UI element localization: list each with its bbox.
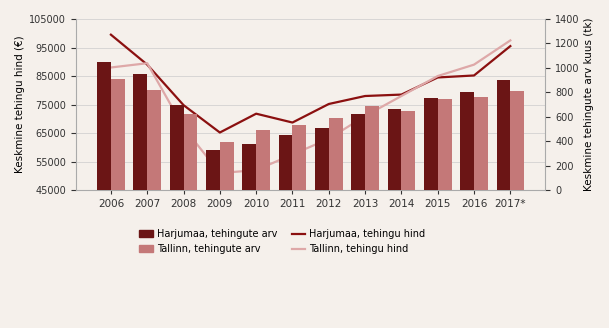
Bar [401,111,415,190]
Bar [279,134,292,190]
Tallinn, tehingu hind [470,63,477,67]
Bar [183,114,197,190]
Bar [438,99,451,190]
Harjumaa, tehingu hind [289,121,296,125]
Tallinn, tehingu hind [253,168,260,172]
Tallinn, tehingu hind [398,94,405,98]
Bar [365,106,379,190]
Tallinn, tehingu hind [325,137,333,141]
Bar [206,150,220,190]
Y-axis label: Keskmine tehingu hind (€): Keskmine tehingu hind (€) [15,36,25,174]
Line: Tallinn, tehingu hind: Tallinn, tehingu hind [111,40,510,173]
Harjumaa, tehingu hind [253,112,260,116]
Bar [460,92,474,190]
Bar [147,90,161,190]
Tallinn, tehingu hind [361,114,368,118]
Harjumaa, tehingu hind [107,33,114,37]
Tallinn, tehingu hind [180,125,187,129]
Harjumaa, tehingu hind [507,44,514,48]
Bar [220,142,234,190]
Bar [242,144,256,190]
Line: Harjumaa, tehingu hind: Harjumaa, tehingu hind [111,35,510,133]
Tallinn, tehingu hind [107,66,114,70]
Bar [474,97,488,190]
Harjumaa, tehingu hind [325,102,333,106]
Bar [329,118,343,190]
Tallinn, tehingu hind [144,61,151,65]
Tallinn, tehingu hind [289,153,296,156]
Bar [133,74,147,190]
Bar [387,110,401,190]
Tallinn, tehingu hind [507,38,514,42]
Harjumaa, tehingu hind [434,75,442,79]
Bar [424,98,438,190]
Tallinn, tehingu hind [434,74,442,78]
Harjumaa, tehingu hind [470,73,477,77]
Bar [111,79,125,190]
Bar [292,125,306,190]
Bar [97,62,111,190]
Bar [351,114,365,190]
Harjumaa, tehingu hind [398,92,405,96]
Harjumaa, tehingu hind [361,94,368,98]
Legend: Harjumaa, tehingute arv, Tallinn, tehingute arv, Harjumaa, tehingu hind, Tallinn: Harjumaa, tehingute arv, Tallinn, tehing… [139,229,426,254]
Tallinn, tehingu hind [216,171,224,175]
Bar [256,130,270,190]
Harjumaa, tehingu hind [180,103,187,107]
Bar [170,105,183,190]
Bar [315,128,329,190]
Y-axis label: Keskmine tehingute arv kuus (tk): Keskmine tehingute arv kuus (tk) [584,18,594,191]
Bar [510,91,524,190]
Harjumaa, tehingu hind [144,63,151,67]
Bar [496,80,510,190]
Harjumaa, tehingu hind [216,131,224,134]
